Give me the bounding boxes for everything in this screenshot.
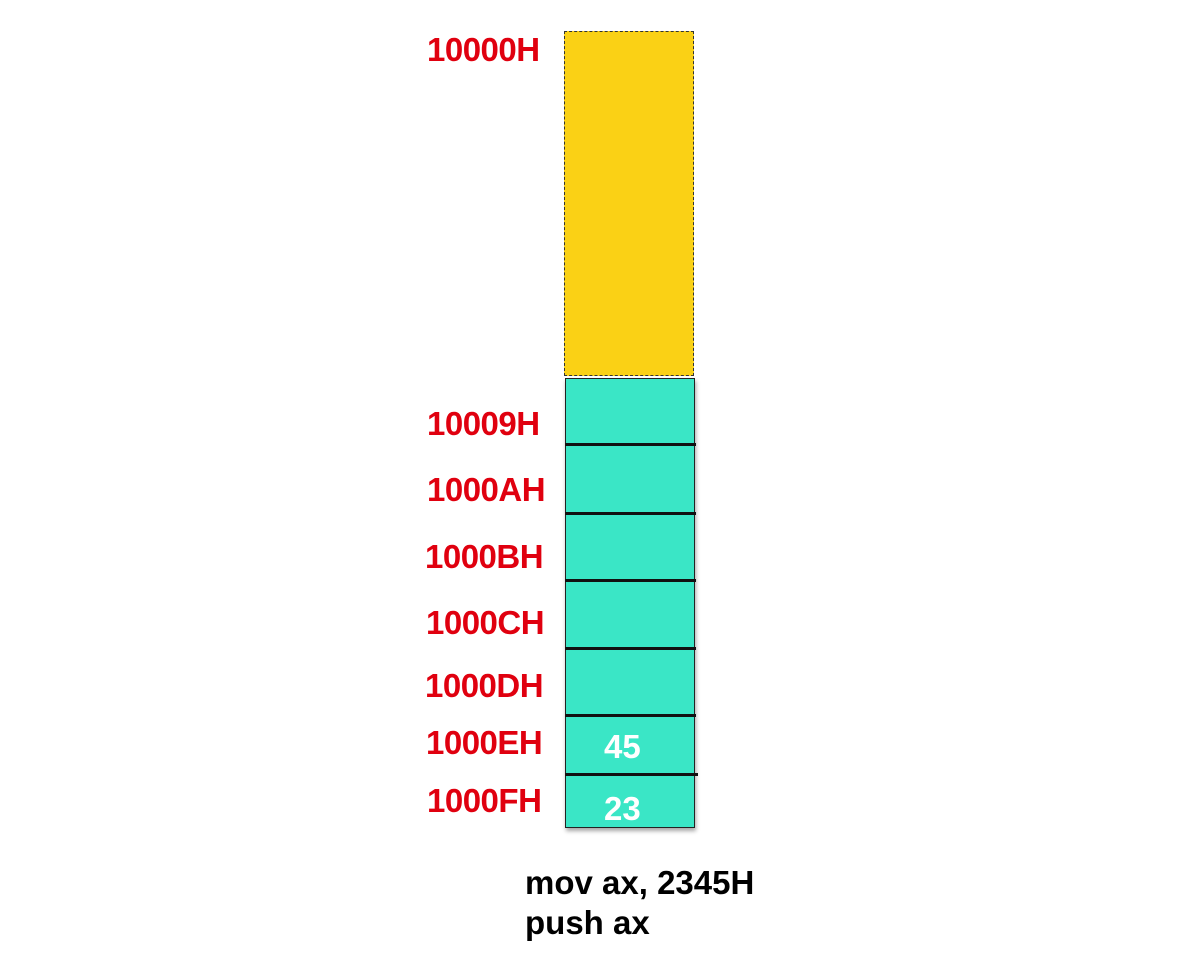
cell-divider [565, 647, 696, 650]
address-label: 10000H [427, 31, 540, 68]
address-label: 10009H [427, 405, 540, 442]
unused-memory-region [564, 31, 694, 376]
cell-divider [565, 714, 696, 717]
code-line: push ax [525, 904, 650, 941]
address-label: 1000BH [425, 538, 544, 575]
address-label: 1000FH [427, 782, 542, 819]
code-line: mov ax, 2345H [525, 864, 755, 901]
stack-memory-region [565, 378, 695, 828]
cell-value: 45 [604, 728, 641, 765]
address-label: 1000CH [426, 604, 545, 641]
address-label: 1000AH [427, 471, 546, 508]
cell-value: 23 [604, 790, 641, 827]
cell-divider [565, 443, 696, 446]
address-label: 1000EH [426, 724, 543, 761]
cell-divider [565, 773, 698, 776]
cell-divider [565, 579, 696, 582]
address-label: 1000DH [425, 667, 544, 704]
cell-divider [565, 512, 696, 515]
